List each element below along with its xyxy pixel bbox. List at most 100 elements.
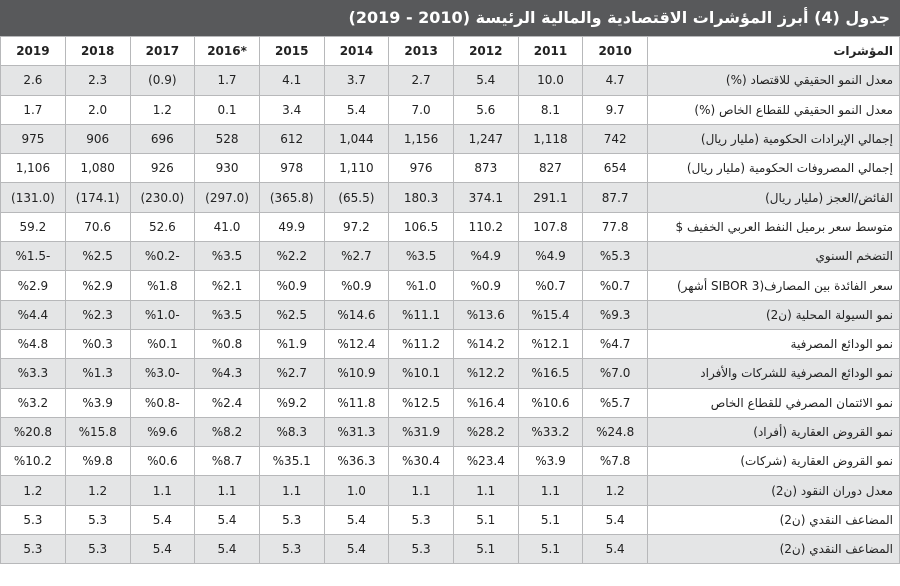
year-header: 2018: [64, 35, 131, 67]
value-cell: 41.0: [194, 211, 260, 243]
value-cell: %15.8: [64, 416, 131, 448]
data-row: سعر الفائدة بين المصارف(3 SIBOR أشهر) %0.…: [0, 270, 900, 301]
value-cell: %2.9: [0, 270, 66, 301]
data-row: الفائض/العجز (مليار ريال) 87.7 291.1 374.1 1…: [0, 182, 900, 213]
value-cell: %0.9: [258, 270, 325, 301]
value-cell: %4.7: [582, 328, 648, 360]
value-cell: 59.2: [0, 211, 66, 243]
year-header: 2010: [582, 35, 648, 67]
value-cell: %12.5: [388, 387, 454, 418]
value-cell: %0.7: [582, 270, 648, 301]
value-cell: 1.2: [582, 475, 648, 506]
value-cell: 5.3: [388, 504, 454, 536]
value-cell: 52.6: [129, 211, 196, 243]
value-cell: %9.6: [129, 416, 196, 448]
value-cell: 8.1: [517, 94, 584, 125]
value-cell: 976: [388, 153, 454, 184]
value-cell: %2.9: [64, 270, 131, 301]
value-cell: 5.4: [129, 504, 196, 536]
data-row: نمو السيولة المحلية (ن2) %9.3 %15.4 %13.6 %1…: [0, 299, 900, 330]
value-cell: %4.4: [0, 299, 66, 330]
value-cell: 2.7: [388, 65, 454, 96]
value-cell: %10.6: [517, 387, 584, 418]
indicator-label: نمو القروض العقارية (شركات): [647, 446, 900, 477]
data-row: نمو القروض العقارية (أفراد) %24.8 %33.2 %28…: [0, 416, 900, 448]
value-cell: 4.1: [258, 65, 325, 96]
value-cell: %5.7: [582, 387, 648, 418]
value-cell: (174.1): [64, 182, 131, 213]
value-cell: %20.8: [0, 416, 66, 448]
value-cell: 1.1: [129, 475, 196, 506]
value-cell: 1,156: [388, 123, 454, 155]
data-row: معدل دوران النقود (ن2) 1.2 1.1 1.1 1.1 1.0 1.1…: [0, 475, 900, 506]
value-cell: 1,247: [452, 123, 519, 155]
value-cell: %28.2: [452, 416, 519, 448]
value-cell: %3.9: [64, 387, 131, 418]
value-cell: 1.1: [194, 475, 260, 506]
value-cell: 70.6: [64, 211, 131, 243]
value-cell: (0.9): [129, 65, 196, 96]
value-cell: 0.1: [194, 94, 260, 125]
value-cell: %9.2: [258, 387, 325, 418]
value-cell: 5.4: [129, 534, 196, 565]
value-cell: 654: [582, 153, 648, 184]
value-cell: 180.3: [388, 182, 454, 213]
table-title: جدول (4) أبرز المؤشرات الاقتصادية والمال…: [0, 0, 900, 36]
value-cell: 5.4: [452, 65, 519, 96]
value-cell: 5.1: [517, 504, 584, 536]
indicator-label: الفائض/العجز (مليار ريال): [647, 182, 900, 213]
data-row: نمو الودائع المصرفية %4.7 %12.1 %14.2 %11.2%…: [0, 328, 900, 360]
value-cell: %16.4: [452, 387, 519, 418]
year-header: 2015: [258, 35, 325, 67]
value-cell: %2.1: [194, 270, 260, 301]
value-cell: 110.2: [452, 211, 519, 243]
value-cell: %2.7: [323, 241, 390, 272]
value-cell: 77.8: [582, 211, 648, 243]
value-cell: 1,080: [64, 153, 131, 184]
value-cell: %4.9: [452, 241, 519, 272]
value-cell: 930: [194, 153, 260, 184]
value-cell: 1.1: [452, 475, 519, 506]
indicator-label: إجمالي المصروفات الحكومية (مليار ريال): [647, 153, 900, 184]
value-cell: %8.7: [194, 446, 260, 477]
indicator-label: التضخم السنوي: [647, 241, 900, 272]
value-cell: 1.2: [129, 94, 196, 125]
value-cell: %10.2: [0, 446, 66, 477]
indicator-label: سعر الفائدة بين المصارف(3 SIBOR أشهر): [647, 270, 900, 301]
value-cell: %24.8: [582, 416, 648, 448]
value-cell: 1.2: [0, 475, 66, 506]
value-cell: 978: [258, 153, 325, 184]
value-cell: 1.1: [258, 475, 325, 506]
data-row: نمو الائتمان المصرفي للقطاع الخاص %5.7 %10…: [0, 387, 900, 418]
data-row: المضاعف النقدي (ن2) 5.4 5.1 5.1 5.3 5.4 5.3 5.4…: [0, 504, 900, 536]
value-cell: %31.9: [388, 416, 454, 448]
value-cell: %0.8: [194, 328, 260, 360]
value-cell: 1,044: [323, 123, 390, 155]
value-cell: %9.8: [64, 446, 131, 477]
value-cell: 106.5: [388, 211, 454, 243]
value-cell: %3.2: [0, 387, 66, 418]
value-cell: 1.1: [388, 475, 454, 506]
value-cell: 5.3: [258, 504, 325, 536]
year-header: 2013: [388, 35, 454, 67]
year-header: 2011: [517, 35, 584, 67]
value-cell: %2.7: [258, 358, 325, 389]
data-row: متوسط سعر برميل النفط العربي الخفيف $77.…: [0, 211, 900, 243]
value-cell: %0.9: [452, 270, 519, 301]
value-cell: %3.5: [388, 241, 454, 272]
value-cell: (297.0): [194, 182, 260, 213]
value-cell: 926: [129, 153, 196, 184]
value-cell: 5.4: [194, 504, 260, 536]
value-cell: %1.3: [64, 358, 131, 389]
value-cell: 5.3: [0, 534, 66, 565]
indicator-label: معدل النمو الحقيقي للقطاع الخاص (%): [647, 94, 900, 125]
indicator-label: نمو السيولة المحلية (ن2): [647, 299, 900, 330]
indicator-label: نمو الائتمان المصرفي للقطاع الخاص: [647, 387, 900, 418]
data-row: نمو القروض العقارية (شركات) %7.8 %3.9 %23.4…: [0, 446, 900, 477]
value-cell: %1.0: [388, 270, 454, 301]
value-cell: 873: [452, 153, 519, 184]
value-cell: 1.1: [517, 475, 584, 506]
indicator-label: معدل النمو الحقيقي للاقتصاد (%): [647, 65, 900, 96]
value-cell: %2.5: [258, 299, 325, 330]
